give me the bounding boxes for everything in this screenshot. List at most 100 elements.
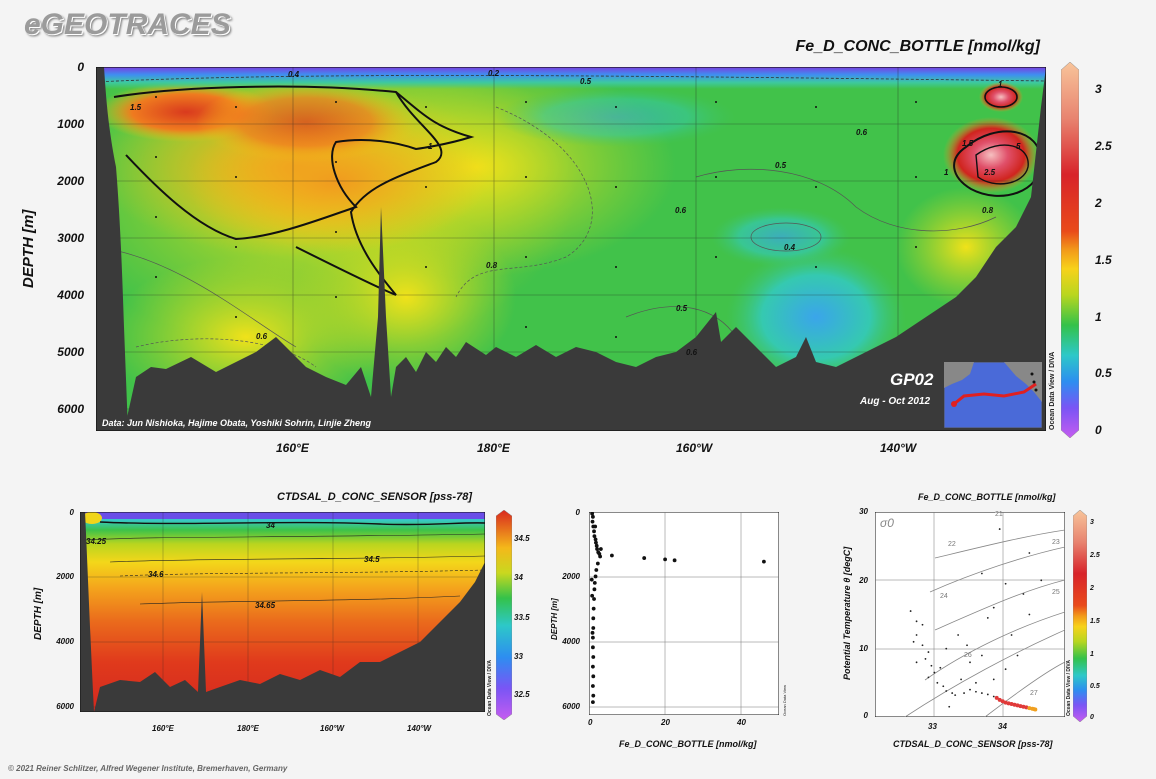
x-tick: 160°W: [676, 441, 713, 455]
sal-ylabel: DEPTH [m]: [33, 587, 44, 640]
scatter-point: [998, 528, 1001, 530]
profile-ylabel: DEPTH [m]: [550, 598, 559, 640]
contour-label: 1.5: [130, 103, 142, 112]
sal-colorbar-tick: 34.5: [514, 534, 530, 543]
brand-logo: eGEOTRACES: [24, 8, 231, 41]
scatter-point: [912, 640, 915, 643]
profile-y-tick: 4000: [562, 637, 580, 646]
scatter-point: [593, 574, 598, 579]
main-ylabel: DEPTH [m]: [20, 209, 37, 288]
contour-label: 0.8: [486, 261, 498, 270]
scatter-point: [591, 626, 596, 630]
scatter-point: [663, 557, 667, 562]
scatter-point: [975, 690, 977, 693]
colorbar-tick: 2: [1095, 196, 1102, 210]
scatter-point: [592, 580, 597, 585]
sal-y-tick: 2000: [56, 572, 74, 581]
scatter-point: [590, 519, 595, 524]
sal-x-tick: 160°E: [152, 724, 174, 733]
scatter-point: [921, 644, 924, 647]
ts-y-tick: 30: [859, 507, 868, 516]
scatter-point: [942, 685, 945, 688]
sal-watermark: Ocean Data View / DIVA: [487, 660, 493, 716]
scatter-point: [975, 681, 977, 684]
scatter-point: [966, 644, 968, 647]
odv-watermark: Ocean Data View / DIVA: [1049, 351, 1056, 430]
scatter-point: [927, 676, 930, 679]
scatter-point: [762, 559, 766, 564]
scatter-point: [1022, 593, 1025, 595]
data-credits: Data: Jun Nishioka, Hajime Obata, Yoshik…: [102, 418, 372, 428]
scatter-point: [951, 692, 954, 694]
scatter-point: [598, 554, 603, 559]
salinity-section-plot: [80, 512, 485, 712]
contour-label: 0.6: [256, 332, 268, 341]
contour-label: 5: [1016, 142, 1021, 151]
profile-y-tick: 6000: [562, 702, 580, 711]
scatter-point: [960, 678, 962, 681]
contour-label: 0.5: [676, 304, 688, 313]
ts-colorbar-tick: 2.5: [1090, 552, 1100, 559]
contour-label: 1: [998, 80, 1003, 89]
scatter-point: [1040, 579, 1043, 582]
scatter-point: [992, 695, 995, 698]
scatter-point: [969, 661, 971, 664]
scatter-point: [939, 666, 942, 669]
y-tick: 2000: [57, 174, 84, 188]
scatter-point: [992, 678, 995, 681]
sal-x-tick: 180°E: [237, 724, 259, 733]
contour-label: 2.5: [984, 168, 996, 177]
ts-colorbar: [1073, 510, 1087, 722]
scatter-point: [933, 671, 936, 674]
sal-contour-label: 34.65: [255, 601, 276, 610]
sal-colorbar-tick: 34: [514, 573, 523, 582]
scatter-point: [598, 547, 603, 551]
sal-colorbar-tick: 33: [514, 652, 523, 661]
scatter-point: [590, 593, 595, 598]
sal-y-tick: 6000: [56, 702, 74, 711]
scatter-point: [591, 514, 595, 519]
scatter-point: [1016, 654, 1019, 657]
scatter-point: [997, 697, 1002, 702]
scatter-point: [590, 630, 595, 635]
contour-label: 0.6: [856, 128, 868, 137]
ts-colorbar-tick: 2: [1090, 585, 1094, 592]
profile-scatter-plot: [589, 512, 779, 715]
ts-x-tick: 34: [998, 722, 1007, 731]
scatter-point: [963, 692, 965, 694]
profile-y-tick: 2000: [562, 572, 580, 581]
scatter-point: [594, 568, 599, 572]
isopycnal-label: 25: [1052, 589, 1060, 596]
sal-contour-label: 34.6: [148, 570, 164, 579]
scatter-point: [954, 694, 957, 697]
ts-x-tick: 33: [928, 722, 937, 731]
ts-chart-title: Fe_D_CONC_BOTTLE [nmol/kg]: [918, 492, 1056, 502]
scatter-point: [980, 692, 983, 694]
section-name: GP02: [890, 370, 934, 389]
y-tick: 6000: [57, 402, 84, 416]
sigma-label: σ0: [880, 516, 894, 530]
scatter-point: [591, 645, 595, 650]
main-section-plot: [96, 67, 1046, 431]
ts-xlabel: CTDSAL_D_CONC_SENSOR [pss-78]: [893, 739, 1053, 749]
profile-watermark: Ocean Data View: [782, 684, 787, 716]
x-tick: 140°W: [880, 441, 917, 455]
ts-colorbar-tick: 0: [1090, 714, 1094, 721]
scatter-point: [992, 606, 995, 609]
x-tick: 180°E: [477, 441, 510, 455]
scatter-point: [1028, 613, 1031, 616]
isopycnal-label: 27: [1030, 690, 1038, 697]
main-chart-title: Fe_D_CONC_BOTTLE [nmol/kg]: [795, 38, 1040, 55]
y-tick: 0: [77, 60, 84, 74]
cruise-period: Aug - Oct 2012: [860, 396, 931, 407]
scatter-point: [610, 553, 614, 558]
colorbar-tick: 0.5: [1095, 366, 1112, 380]
scatter-point: [592, 587, 597, 592]
profile-x-tick: 40: [737, 718, 746, 727]
scatter-point: [594, 543, 599, 548]
scatter-point: [592, 534, 597, 539]
scatter-point: [924, 658, 927, 660]
ts-diagram-plot: [875, 512, 1065, 717]
sal-contour-label: 34: [266, 521, 275, 530]
scatter-point: [948, 705, 951, 708]
